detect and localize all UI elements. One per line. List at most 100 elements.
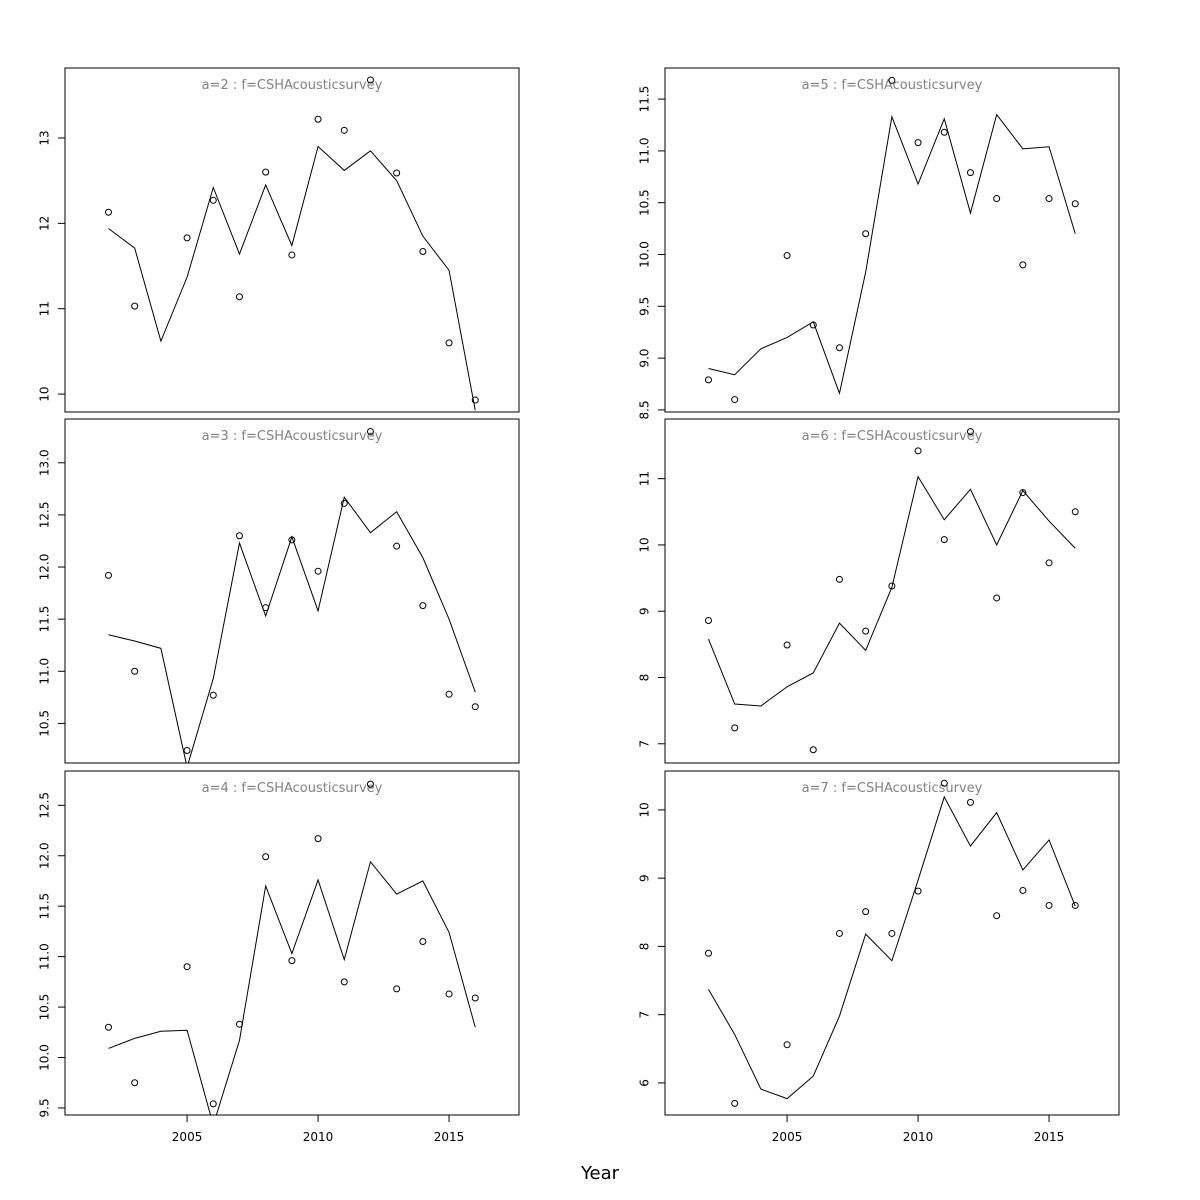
panel-frame — [664, 770, 1120, 1116]
plot-area — [704, 428, 1079, 754]
data-point — [183, 963, 191, 971]
data-point — [235, 293, 243, 301]
y-tick-label: 11.0 — [38, 658, 52, 685]
fit-line — [708, 795, 1076, 1100]
y-tick-label: 12.5 — [38, 502, 52, 529]
y-tick-label: 12.0 — [38, 554, 52, 581]
data-point — [209, 1100, 217, 1108]
data-point — [183, 234, 191, 242]
y-tick-label: 10.5 — [38, 994, 52, 1021]
y-tick-label: 13 — [38, 130, 52, 145]
fit-line — [108, 496, 476, 763]
data-point — [783, 252, 791, 260]
panel-frame — [664, 67, 1120, 413]
x-tick-label: 2010 — [303, 1130, 334, 1144]
data-point — [809, 746, 817, 754]
y-tick-label: 8 — [638, 674, 652, 682]
data-point — [862, 627, 870, 635]
panel: a=6 : f=CSHAcousticsurvey 7 8 9 10 11 — [638, 418, 1120, 764]
data-point — [131, 302, 139, 310]
data-point — [1071, 901, 1079, 909]
y-tick-label: 9.5 — [38, 1098, 52, 1117]
data-point — [888, 929, 896, 937]
data-point — [731, 724, 739, 732]
data-point — [209, 196, 217, 204]
data-point — [940, 128, 948, 136]
data-point — [445, 339, 453, 347]
data-point — [131, 667, 139, 675]
panel-title: a=5 : f=CSHAcousticsurvey — [802, 78, 983, 93]
data-point — [471, 396, 479, 404]
data-point — [1071, 200, 1079, 208]
data-point — [783, 1041, 791, 1049]
data-point — [966, 428, 974, 436]
data-point — [835, 929, 843, 937]
data-point — [731, 396, 739, 404]
data-point — [704, 616, 712, 624]
data-point — [288, 957, 296, 965]
data-point — [1071, 508, 1079, 516]
y-tick-label: 10.0 — [38, 1044, 52, 1071]
plot-area — [104, 428, 479, 763]
fit-line — [708, 475, 1076, 707]
data-point — [340, 126, 348, 134]
y-tick-label: 9.0 — [638, 349, 652, 368]
data-point — [966, 798, 974, 806]
data-point — [888, 582, 896, 590]
data-point — [314, 835, 322, 843]
data-point — [288, 251, 296, 259]
data-point — [340, 978, 348, 986]
data-point — [393, 542, 401, 550]
data-point — [940, 536, 948, 544]
x-tick-label: 2005 — [172, 1130, 203, 1144]
panel: a=7 : f=CSHAcousticsurvey 6 7 8 9 10 2005 2010 2… — [638, 770, 1120, 1144]
y-tick-label: 10.5 — [638, 189, 652, 216]
data-point — [940, 779, 948, 787]
data-point — [914, 447, 922, 455]
y-tick-label: 8 — [638, 943, 652, 951]
y-tick-label: 10 — [638, 802, 652, 817]
data-point — [104, 1023, 112, 1031]
y-tick-label: 11.0 — [38, 943, 52, 970]
x-tick-label: 2005 — [772, 1130, 803, 1144]
y-tick-label: 8.5 — [638, 400, 652, 419]
data-point — [419, 248, 427, 256]
data-point — [131, 1079, 139, 1087]
data-point — [366, 76, 374, 84]
data-point — [419, 602, 427, 610]
panel-title: a=2 : f=CSHAcousticsurvey — [202, 78, 383, 93]
data-point — [209, 691, 217, 699]
x-tick-label: 2015 — [1034, 1130, 1065, 1144]
fit-line — [108, 145, 476, 411]
data-point — [1019, 489, 1027, 497]
data-point — [914, 887, 922, 895]
data-point — [471, 703, 479, 711]
y-tick-label: 11 — [38, 301, 52, 316]
data-point — [993, 912, 1001, 920]
panel: a=3 : f=CSHAcousticsurvey 10.5 11.0 11.5 12.… — [38, 418, 520, 764]
y-tick-label: 10 — [638, 537, 652, 552]
data-point — [104, 571, 112, 579]
data-point — [104, 208, 112, 216]
y-tick-label: 9 — [638, 874, 652, 882]
x-tick-label: 2015 — [434, 1130, 465, 1144]
data-point — [914, 139, 922, 147]
data-point — [704, 376, 712, 384]
panel-title: a=7 : f=CSHAcousticsurvey — [802, 781, 983, 796]
plot-area — [104, 780, 479, 1115]
y-tick-label: 7 — [638, 1011, 652, 1019]
y-tick-label: 6 — [638, 1079, 652, 1087]
data-point — [366, 780, 374, 788]
data-point — [262, 168, 270, 176]
data-point — [366, 428, 374, 436]
data-point — [183, 746, 191, 754]
data-point — [314, 115, 322, 123]
data-point — [262, 853, 270, 861]
y-tick-label: 12.0 — [38, 842, 52, 869]
data-point — [966, 169, 974, 177]
data-point — [993, 594, 1001, 602]
plot-area — [104, 76, 479, 411]
panel-frame — [64, 770, 520, 1116]
data-point — [393, 169, 401, 177]
